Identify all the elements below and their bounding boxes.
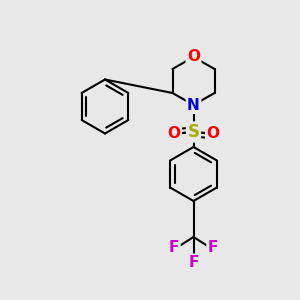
- Text: O: O: [206, 126, 220, 141]
- Text: S: S: [188, 123, 200, 141]
- Text: F: F: [169, 240, 179, 255]
- Text: F: F: [208, 240, 218, 255]
- Text: O: O: [167, 126, 181, 141]
- Text: O: O: [187, 50, 200, 64]
- Text: F: F: [188, 255, 199, 270]
- Text: N: N: [187, 98, 200, 112]
